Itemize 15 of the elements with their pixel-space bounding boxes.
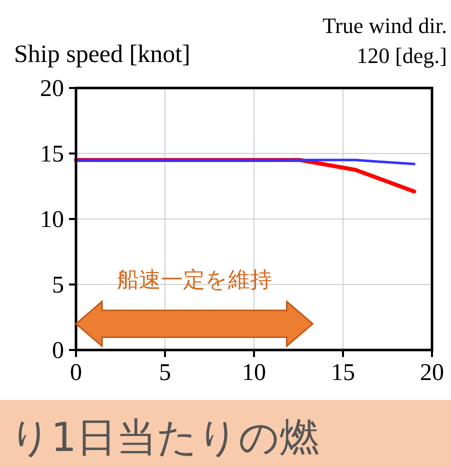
chart-subtitle: 120 [deg.] xyxy=(356,43,447,68)
x-tick-label: 0 xyxy=(70,360,82,386)
annotation: 船速一定を維持 xyxy=(116,268,272,294)
x-tick-label: 5 xyxy=(159,360,171,386)
y-tick-label: 20 xyxy=(40,76,64,102)
y-tick-label: 5 xyxy=(52,272,64,298)
y-tick-label: 15 xyxy=(40,142,64,168)
x-tick-label: 20 xyxy=(420,360,444,386)
text: り1日当たりの燃 xyxy=(10,415,320,461)
chart-title: True wind dir. xyxy=(322,13,447,38)
x-tick-label: 15 xyxy=(331,360,355,386)
y-axis-title: Ship speed [knot] xyxy=(14,41,190,68)
y-tick-label: 10 xyxy=(40,207,64,233)
x-tick-label: 10 xyxy=(242,360,266,386)
y-tick-label: 0 xyxy=(52,338,64,364)
